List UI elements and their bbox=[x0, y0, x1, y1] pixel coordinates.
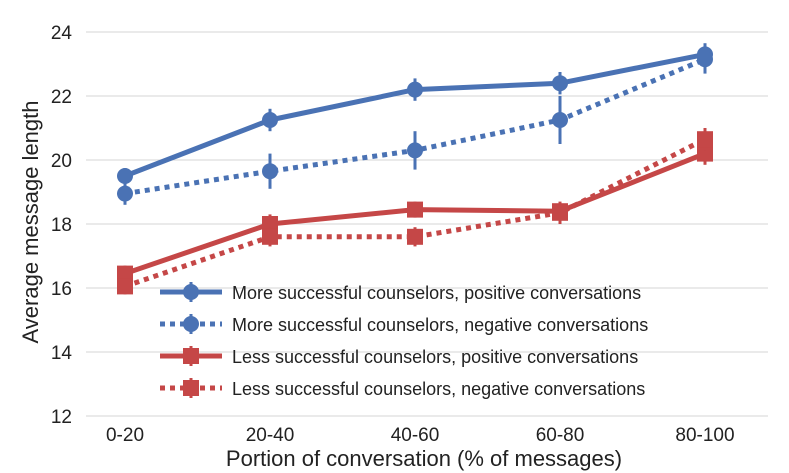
x-tick-label: 0-20 bbox=[106, 425, 144, 446]
data-point bbox=[407, 228, 423, 245]
series-3 bbox=[117, 142, 713, 282]
legend-item: Less successful counselors, negative con… bbox=[160, 378, 645, 399]
data-point bbox=[117, 168, 133, 184]
y-tick-label: 14 bbox=[51, 343, 73, 364]
data-point bbox=[262, 216, 278, 232]
x-tick-label: 20-40 bbox=[246, 425, 295, 446]
legend-label: More successful counselors, negative con… bbox=[232, 315, 648, 335]
legend-swatch-marker bbox=[183, 284, 199, 300]
y-tick-label: 20 bbox=[51, 151, 72, 172]
legend-item: More successful counselors, negative con… bbox=[160, 314, 648, 335]
legend-label: More successful counselors, positive con… bbox=[232, 283, 641, 303]
data-point bbox=[117, 265, 133, 282]
legend-swatch-marker bbox=[183, 316, 199, 332]
series-4 bbox=[117, 128, 713, 295]
x-tick-label: 60-80 bbox=[536, 425, 585, 446]
data-point bbox=[117, 278, 133, 295]
data-point bbox=[117, 185, 133, 202]
y-tick-label: 18 bbox=[51, 215, 72, 236]
legend: More successful counselors, positive con… bbox=[160, 282, 648, 399]
x-tick-label: 80-100 bbox=[675, 425, 734, 446]
x-axis-title: Portion of conversation (% of messages) bbox=[226, 446, 622, 471]
data-point bbox=[552, 204, 568, 221]
data-point bbox=[407, 81, 423, 98]
legend-swatch-marker bbox=[183, 348, 199, 364]
legend-label: Less successful counselors, positive con… bbox=[232, 347, 638, 367]
series-line bbox=[124, 136, 707, 289]
gridlines bbox=[86, 31, 768, 417]
data-point bbox=[697, 131, 713, 148]
axes: 12 14 16 18 20 22 24 0-20 20-40 40-60 60-80 80-100 bbox=[51, 23, 735, 446]
y-tick-label: 12 bbox=[51, 407, 72, 428]
series-2 bbox=[117, 44, 713, 205]
data-point bbox=[262, 228, 278, 245]
legend-swatch-marker bbox=[183, 380, 199, 396]
legend-item: More successful counselors, positive con… bbox=[160, 282, 641, 303]
data-point bbox=[262, 112, 278, 128]
y-tick-label: 24 bbox=[51, 23, 73, 44]
data-point bbox=[552, 112, 568, 128]
legend-item: Less successful counselors, positive con… bbox=[160, 346, 638, 367]
data-point bbox=[697, 145, 713, 162]
legend-label: Less successful counselors, negative con… bbox=[232, 379, 645, 399]
y-axis-title: Average message length bbox=[18, 101, 43, 344]
data-point bbox=[262, 163, 278, 180]
y-tick-label: 22 bbox=[51, 87, 72, 108]
data-point bbox=[552, 75, 568, 92]
data-point bbox=[697, 51, 713, 68]
data-point bbox=[407, 201, 423, 218]
data-point bbox=[407, 142, 423, 159]
y-tick-label: 16 bbox=[51, 279, 72, 300]
series-layer bbox=[117, 43, 713, 295]
x-tick-label: 40-60 bbox=[391, 425, 440, 446]
